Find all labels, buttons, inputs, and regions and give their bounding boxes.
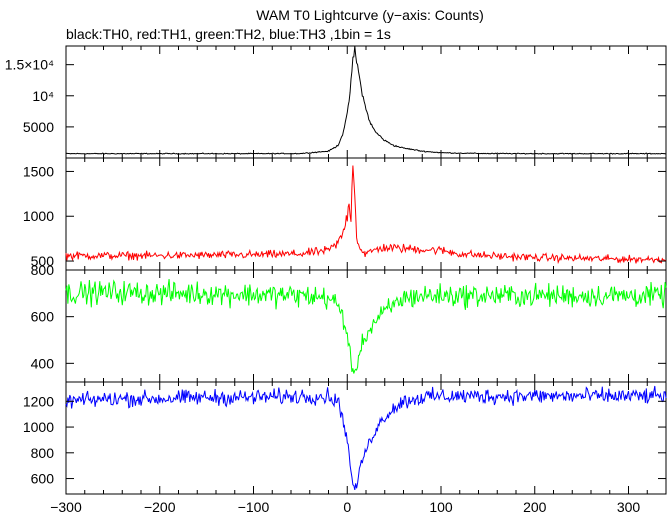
chart-title: WAM T0 Lightcurve (y−axis: Counts) (256, 7, 484, 23)
panel-frame (65, 45, 667, 159)
x-tick-label: 100 (429, 499, 453, 515)
series-line-3-0 (65, 385, 667, 491)
y-tick-label: 1000 (23, 208, 54, 224)
y-tick-label: 1.5×10⁴ (5, 57, 54, 73)
panel-3: 600 800 1000 1200 (23, 381, 667, 495)
series-line-0-0 (65, 45, 667, 155)
y-tick-label: 10⁴ (32, 88, 54, 104)
y-tick-label: 800 (31, 262, 55, 278)
panel-2: 400 600 800 (31, 262, 667, 383)
x-tick-label: −300 (50, 499, 82, 515)
y-tick-label: 600 (31, 471, 55, 487)
x-tick-label: 200 (523, 499, 547, 515)
chart-subtitle: black:TH0, red:TH1, green:TH2, blue:TH3 … (66, 26, 391, 42)
y-tick-label: 500 (31, 253, 55, 269)
x-tick-label: −200 (144, 499, 176, 515)
x-tick-label: 300 (617, 499, 641, 515)
y-tick-label: 1500 (23, 163, 54, 179)
y-tick-label: 400 (31, 355, 55, 371)
panel-1: 500 1000 1500 (23, 157, 667, 271)
series-line-2-0 (65, 279, 667, 374)
y-tick-label: 800 (31, 445, 55, 461)
series-line-1-0 (65, 165, 667, 265)
panel-0: 5000 10⁴ 1.5×10⁴ (5, 45, 667, 159)
y-tick-label: 1200 (23, 393, 54, 409)
x-tick-label: −100 (238, 499, 270, 515)
y-tick-label: 1000 (23, 419, 54, 435)
x-tick-label: 0 (343, 499, 351, 515)
y-tick-label: 600 (31, 309, 55, 325)
y-tick-label: 5000 (23, 119, 54, 135)
